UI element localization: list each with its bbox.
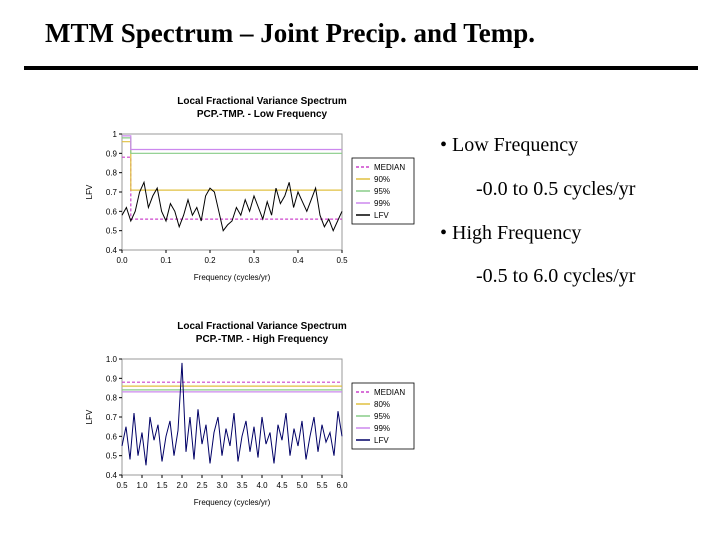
x-tick-label: 0.5 [116,481,128,490]
chart-subtitle: PCP.-TMP. - High Frequency [196,334,329,345]
y-tick-label: 1 [113,130,118,139]
x-tick-label: 4.0 [256,481,268,490]
x-tick-label: 5.5 [316,481,328,490]
legend-label: 95% [374,412,390,421]
x-tick-label: 0.0 [116,256,128,265]
x-tick-label: 0.2 [204,256,216,265]
x-tick-label: 3.0 [216,481,228,490]
chart-low-frequency: Local Fractional Variance Spectrum PCP.-T… [78,88,420,294]
y-tick-label: 0.7 [106,188,118,197]
y-tick-label: 0.9 [106,149,118,158]
bullet-low-frequency-range: -0.0 to 0.5 cycles/yr [476,178,636,200]
x-tick-label: 0.5 [336,256,348,265]
chart-title: Local Fractional Variance Spectrum [177,321,347,332]
series-line-lfv [121,362,343,466]
chart-title: Local Fractional Variance Spectrum [177,96,347,107]
bullet-low-frequency: • Low Frequency [440,134,579,156]
x-tick-label: 0.3 [248,256,260,265]
y-tick-label: 0.6 [106,207,118,216]
y-tick-label: 0.6 [106,432,118,441]
x-tick-label: 1.5 [156,481,168,490]
legend-label: 99% [374,199,390,208]
y-tick-label: 0.5 [106,227,118,236]
x-tick-label: 0.4 [292,256,304,265]
series-line-90 [122,141,342,191]
x-tick-label: 2.5 [196,481,208,490]
x-tick-label: 5.0 [296,481,308,490]
y-tick-label: 0.5 [106,452,118,461]
y-tick-label: 0.4 [106,246,118,255]
y-tick-label: 0.8 [106,169,118,178]
y-tick-label: 0.7 [106,413,118,422]
title-divider [24,66,698,70]
x-tick-label: 1.0 [136,481,148,490]
slide-title: MTM Spectrum – Joint Precip. and Temp. [45,18,536,48]
x-axis-label: Frequency (cycles/yr) [194,498,271,507]
y-tick-label: 1.0 [106,355,118,364]
chart-svg: Local Fractional Variance Spectrum PCP.-T… [85,96,415,282]
legend-label: 90% [374,175,390,184]
y-axis-label: LFV [85,409,94,424]
bullet-high-frequency-range: -0.5 to 6.0 cycles/yr [476,265,636,287]
x-tick-label: 4.5 [276,481,288,490]
legend-label: MEDIAN [374,163,405,172]
bullet-high-frequency: • High Frequency [440,222,582,244]
chart-high-frequency: Local Fractional Variance Spectrum PCP.-T… [78,313,420,519]
y-tick-label: 0.8 [106,394,118,403]
series-line-lfv [121,180,343,233]
x-tick-label: 3.5 [236,481,248,490]
plot-area [121,358,343,476]
x-tick-label: 2.0 [176,481,188,490]
legend-label: LFV [374,436,389,445]
legend-label: LFV [374,211,389,220]
series-line-median [122,156,342,220]
legend-label: 99% [374,424,390,433]
legend-label: 95% [374,187,390,196]
legend-label: MEDIAN [374,388,405,397]
chart-subtitle: PCP.-TMP. - Low Frequency [197,109,328,120]
series-line-99 [122,135,342,151]
x-axis-label: Frequency (cycles/yr) [194,273,271,282]
x-tick-label: 0.1 [160,256,172,265]
y-tick-label: 0.4 [106,471,118,480]
x-tick-label: 6.0 [336,481,348,490]
legend-label: 80% [374,400,390,409]
y-axis-label: LFV [85,184,94,199]
y-tick-label: 0.9 [106,374,118,383]
chart-svg: Local Fractional Variance Spectrum PCP.-T… [85,321,415,507]
